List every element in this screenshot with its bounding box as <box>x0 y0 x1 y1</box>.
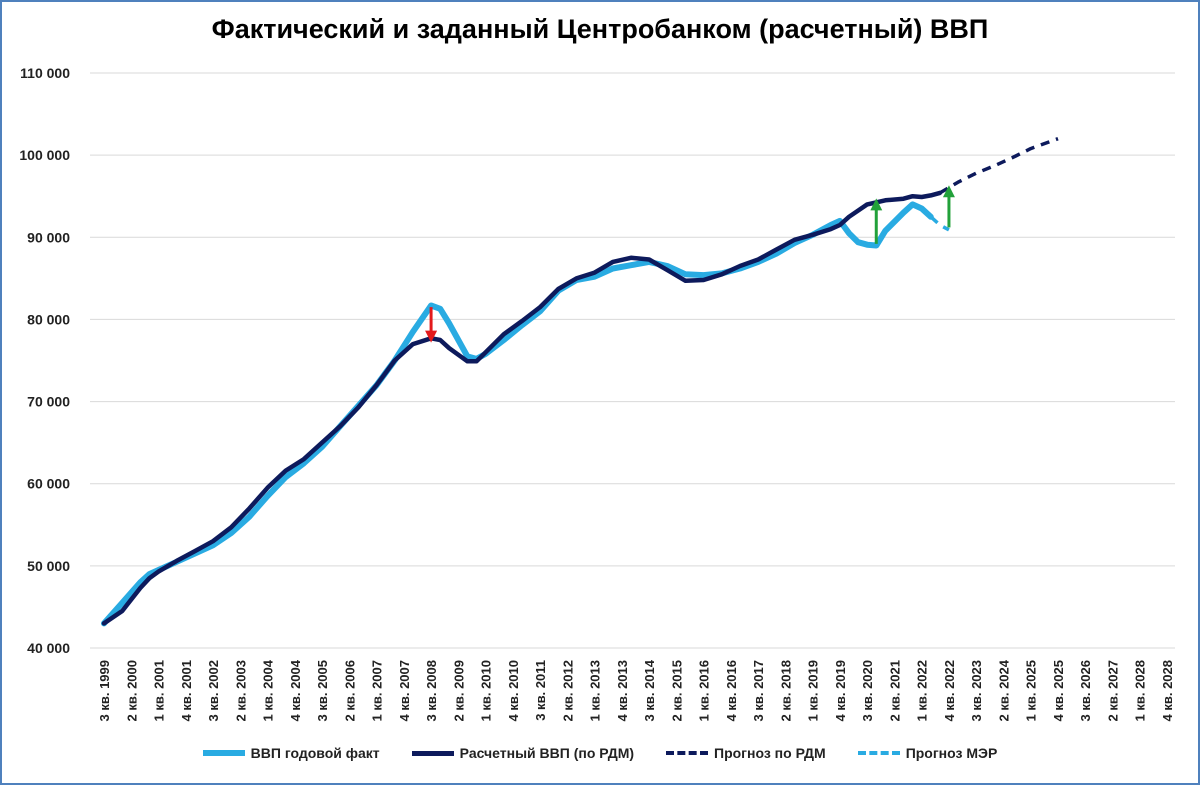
x-tick-label: 1 кв. 2013 <box>588 660 603 721</box>
y-tick-label: 50 000 <box>27 558 70 574</box>
x-tick-label: 4 кв. 2007 <box>397 660 412 721</box>
x-tick-label: 4 кв. 2028 <box>1160 660 1175 721</box>
legend-item-rdm: Расчетный ВВП (по РДМ) <box>411 745 635 761</box>
x-tick-label: 4 кв. 2025 <box>1051 660 1066 721</box>
x-tick-label: 4 кв. 2016 <box>724 660 739 721</box>
x-tick-label: 3 кв. 2008 <box>424 660 439 721</box>
x-tick-label: 4 кв. 2004 <box>288 659 303 721</box>
y-tick-label: 110 000 <box>20 65 70 81</box>
x-tick-label: 1 кв. 2004 <box>261 659 276 721</box>
x-tick-label: 2 кв. 2012 <box>560 660 575 721</box>
y-tick-label: 90 000 <box>27 229 70 245</box>
x-tick-label: 2 кв. 2021 <box>887 660 902 721</box>
x-tick-label: 2 кв. 2015 <box>669 660 684 721</box>
y-tick-label: 70 000 <box>27 394 70 410</box>
legend-item-forecast-mer: Прогноз МЭР <box>857 745 998 761</box>
x-tick-label: 2 кв. 2027 <box>1105 660 1120 721</box>
x-tick-label: 2 кв. 2000 <box>124 660 139 721</box>
legend-item-forecast-rdm: Прогноз по РДМ <box>666 745 826 761</box>
series-line-3 <box>939 137 1059 195</box>
x-tick-label: 1 кв. 2025 <box>1024 660 1039 721</box>
legend-label-fact: ВВП годовой факт <box>250 745 380 761</box>
x-tick-label: 4 кв. 2022 <box>942 660 957 721</box>
x-tick-label: 1 кв. 2007 <box>370 660 385 721</box>
x-tick-label: 3 кв. 1999 <box>97 660 112 721</box>
y-tick-label: 80 000 <box>27 311 70 327</box>
chart-title: Фактический и заданный Центробанком (рас… <box>211 14 989 44</box>
series-line-1 <box>101 201 934 627</box>
x-tick-label: 3 кв. 2017 <box>751 660 766 721</box>
series-line-2 <box>101 190 943 626</box>
legend-swatch-forecast-mer <box>857 751 900 755</box>
x-tick-label: 1 кв. 2016 <box>697 660 712 721</box>
x-tick-label: 2 кв. 2018 <box>778 660 793 721</box>
x-tick-label: 3 кв. 2011 <box>533 660 548 721</box>
legend-item-fact: ВВП годовой факт <box>202 745 380 761</box>
x-tick-label: 4 кв. 2013 <box>615 660 630 721</box>
series-line-4 <box>929 215 950 232</box>
y-tick-label: 60 000 <box>27 476 70 492</box>
x-tick-label: 4 кв. 2019 <box>833 660 848 721</box>
x-tick-label: 1 кв. 2001 <box>152 660 167 721</box>
x-tick-label: 1 кв. 2022 <box>915 660 930 721</box>
y-tick-label: 40 000 <box>27 640 70 656</box>
legend-swatch-fact <box>202 750 245 756</box>
x-tick-label: 1 кв. 2019 <box>806 660 821 721</box>
x-tick-label: 3 кв. 2014 <box>642 659 657 721</box>
legend-label-rdm: Расчетный ВВП (по РДМ) <box>459 745 635 761</box>
x-tick-label: 4 кв. 2010 <box>506 660 521 721</box>
legend-label-forecast-rdm: Прогноз по РДМ <box>714 745 826 761</box>
x-tick-label: 2 кв. 2024 <box>996 659 1011 721</box>
x-tick-label: 1 кв. 2010 <box>479 660 494 721</box>
x-tick-label: 3 кв. 2023 <box>969 660 984 721</box>
legend-swatch-forecast-rdm <box>666 751 709 755</box>
x-tick-label: 2 кв. 2009 <box>451 660 466 721</box>
x-tick-label: 3 кв. 2020 <box>860 660 875 721</box>
x-tick-label: 1 кв. 2028 <box>1133 660 1148 721</box>
x-tick-label: 3 кв. 2026 <box>1078 660 1093 721</box>
x-tick-label: 2 кв. 2006 <box>342 660 357 721</box>
legend-label-forecast-mer: Прогноз МЭР <box>905 745 998 761</box>
x-tick-label: 4 кв. 2001 <box>179 660 194 721</box>
chart-legend: ВВП годовой факт Расчетный ВВП (по РДМ) … <box>0 745 1200 761</box>
x-tick-label: 2 кв. 2003 <box>233 660 248 721</box>
x-tick-label: 3 кв. 2005 <box>315 660 330 721</box>
y-tick-label: 100 000 <box>19 147 70 163</box>
x-tick-label: 3 кв. 2002 <box>206 660 221 721</box>
legend-swatch-rdm <box>411 750 454 756</box>
